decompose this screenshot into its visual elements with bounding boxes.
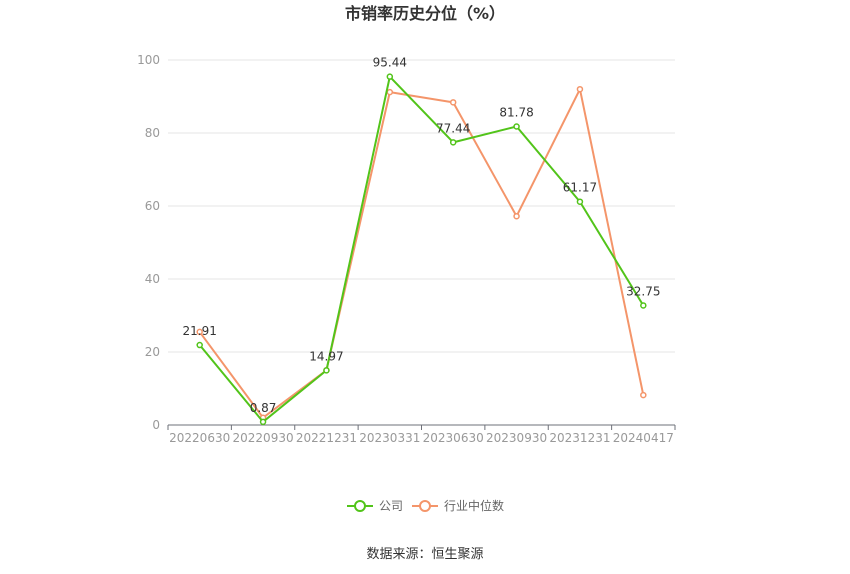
data-point [576, 198, 584, 205]
y-tick-label: 0 [152, 418, 160, 432]
legend-item-industry-median[interactable]: 行业中位数 [412, 498, 504, 513]
data-label: 32.75 [626, 284, 660, 298]
data-point [640, 302, 647, 309]
legend-item-company[interactable]: 公司 [347, 499, 403, 513]
data-label: 21.91 [183, 324, 217, 338]
x-tick-label: 20220630 [169, 431, 230, 445]
series-line-0 [198, 75, 645, 423]
grid-lines [168, 59, 675, 353]
data-point [323, 367, 330, 374]
data-label: 77.44 [436, 121, 470, 135]
y-tick-label: 80 [145, 126, 160, 140]
data-point [449, 139, 457, 146]
data-point [196, 341, 203, 349]
x-tick-label: 20230630 [423, 431, 484, 445]
legend-label-company: 公司 [379, 499, 403, 513]
data-point [386, 88, 394, 96]
data-point [513, 123, 520, 130]
data-point [196, 328, 203, 336]
x-tick-label: 20231231 [549, 431, 610, 445]
x-tick-label: 20230331 [359, 431, 420, 445]
y-tick-label: 20 [145, 345, 160, 359]
data-labels: 21.91 0.87 14.97 95.44 77.44 81.78 61.17 32.75 [183, 56, 661, 415]
x-tick-label: 20221231 [296, 431, 357, 445]
data-point [259, 418, 267, 426]
x-tick-label: 20220930 [233, 431, 294, 445]
y-tick-label: 40 [145, 272, 160, 286]
y-tick-label: 100 [137, 53, 160, 67]
legend-label-industry-median: 行业中位数 [444, 498, 504, 513]
series-line-1 [198, 88, 645, 419]
legend[interactable]: 公司 行业中位数 [347, 498, 504, 513]
data-label: 61.17 [563, 181, 597, 195]
data-source-note: 数据来源：恒生聚源 [366, 547, 483, 562]
data-label: 95.44 [373, 56, 407, 70]
data-label: 14.97 [309, 349, 343, 363]
data-label: 0.87 [250, 401, 277, 415]
series-group [196, 73, 647, 426]
x-tick-label: 20240417 [613, 431, 674, 445]
data-point [386, 73, 394, 80]
data-point [513, 212, 520, 220]
legend-marker-industry-median [419, 500, 431, 512]
x-tick-label: 20230930 [486, 431, 547, 445]
data-point [640, 391, 647, 399]
chart-title: 市销率历史分位（%） [345, 4, 505, 23]
y-tick-label: 60 [145, 199, 160, 213]
data-point [576, 85, 584, 93]
legend-marker-company [354, 500, 366, 512]
y-axis: 0 20 40 60 80 100 [137, 53, 160, 432]
data-point [449, 99, 457, 106]
x-axis: 20220630 20220930 20221231 20230331 20230630… [167, 424, 676, 445]
data-label: 81.78 [499, 106, 533, 120]
